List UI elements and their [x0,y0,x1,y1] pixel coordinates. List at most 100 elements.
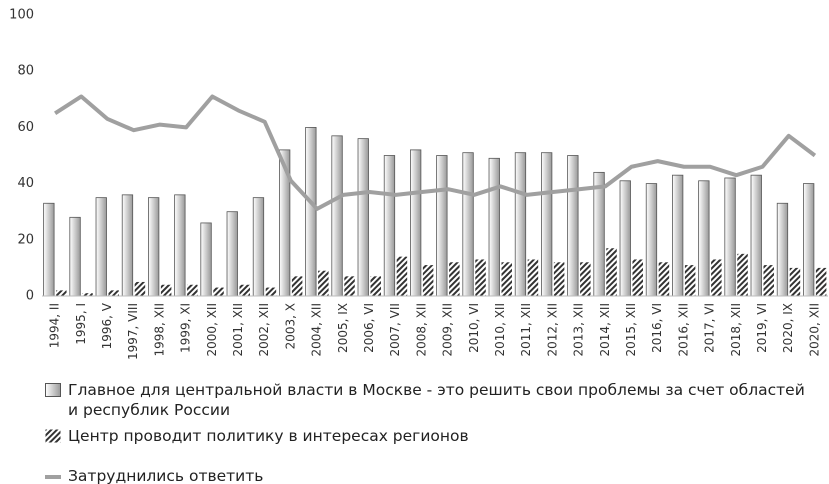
x-tick-label: 2013, XII [572,303,586,356]
line-series [54,94,817,211]
y-tick-label: 60 [17,120,34,135]
bar [69,216,81,297]
hatched-bar [134,281,146,296]
hatched-bar [396,256,408,296]
bar [43,202,55,297]
bar [305,127,317,297]
x-tick-label: 2018, XII [729,303,743,356]
hatched-bar [527,259,539,296]
bar [95,197,107,297]
hatched-bar [684,265,696,296]
hatched-bar [344,276,355,296]
hatched-bar [265,287,277,296]
y-tick-label: 0 [26,289,34,304]
hatched-bar [108,290,119,296]
legend-swatch [45,429,61,443]
bar [383,155,396,297]
bar [698,180,710,297]
x-tick-label: 2001, XII [231,303,245,356]
x-tick-label: 2014, XII [598,303,612,356]
bar [331,135,343,297]
hatched-bar [658,262,670,296]
x-tick-label: 2010, XII [493,303,507,356]
x-tick-label: 1995, I [74,303,88,345]
bar [803,183,815,297]
x-tick-label: 2012, XII [545,303,559,356]
hatched-bar [606,248,617,296]
hatched-bar [318,270,329,296]
bar [541,152,553,297]
bar [200,222,212,297]
x-tick-label: 1999, XI [179,303,193,353]
x-tick-label: 2017, VI [703,303,717,353]
bar [514,152,527,297]
bar [462,152,474,297]
hatched-bar [580,262,591,296]
x-tick-label: 2020, IX [781,303,795,353]
hatched-bar [501,262,512,296]
bar [410,149,422,297]
bar [252,197,265,297]
x-tick-label: 2003, X [283,303,297,349]
x-tick-label: 2000, XII [205,303,219,356]
hatched-bar [632,259,643,296]
hatched-bar [291,276,303,296]
x-tick-label: 2007, VII [388,303,402,356]
hatched-bar [789,267,801,296]
hatched-bar [815,267,827,296]
x-tick-label: 1996, V [100,302,114,349]
y-tick-label: 20 [17,232,34,247]
bar [593,171,605,297]
legend-label: Затруднились ответить [68,467,264,484]
x-tick-label: 2004, XII [310,303,324,356]
bar [672,174,684,297]
legend-box [45,429,61,443]
hatched-bar [449,262,460,296]
x-tick-label: 2016, XII [676,303,690,356]
bar [645,183,658,297]
y-tick-label: 80 [17,64,34,79]
bar [174,194,186,297]
x-tick-label: 2011, XII [519,303,533,356]
x-tick-label: 1998, XII [152,303,166,356]
legend-label: Главное для центральной власти в Москве … [68,381,805,419]
x-tick-label: 2002, XII [257,303,271,356]
bar [226,211,238,297]
bar [724,177,736,297]
hatched-bar [213,287,224,296]
x-tick-label: 1994, II [48,303,62,348]
hatched-bar [187,284,198,296]
x-tick-label: 2020, XII [807,303,821,356]
x-tick-label: 2019, VI [755,303,769,353]
bar [148,197,160,297]
legend-label: Центр проводит политику в интересах реги… [68,427,469,445]
hatched-bar [553,262,565,296]
x-tick-label: 2006, VI [362,303,376,353]
bar [619,180,631,297]
hatched-bar [56,290,67,296]
hatched-bar [475,259,486,296]
legend-item: Главное для центральной власти в Москве … [45,380,808,420]
bar [488,157,500,297]
y-tick-label: 100 [9,8,34,23]
bar [750,174,762,297]
hatched-bar [370,276,381,296]
hatched-bar [711,259,722,296]
x-tick-label: 2005, IX [336,303,350,353]
bar [436,155,448,297]
x-tick-label: 2008, XII [414,303,428,356]
legend-item: Затруднились ответить [45,466,808,484]
x-tick-label: 2010, VI [467,303,481,353]
y-tick-label: 40 [17,176,34,191]
x-tick-label: 2009, XII [441,303,455,356]
bar [121,194,134,297]
bar [567,155,579,297]
hatched-bar [160,284,172,296]
hatched-bar [239,284,250,296]
x-tick-label: 1997, VIII [126,303,140,360]
hatched-bar [737,253,748,296]
legend-swatch [45,475,61,479]
hatched-bar [82,293,93,296]
legend-swatch [45,383,61,397]
